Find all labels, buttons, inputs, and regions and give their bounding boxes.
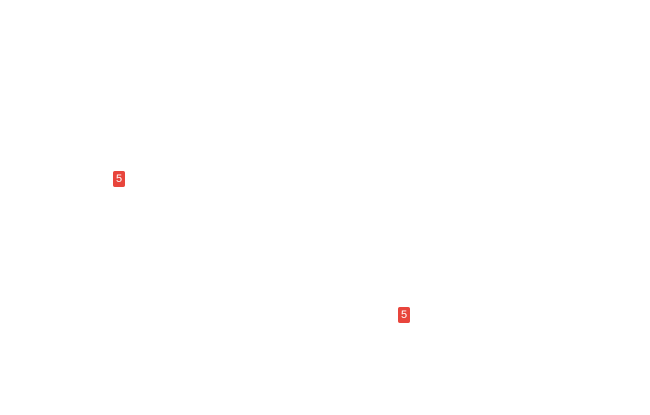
notification-badge: 5: [113, 171, 125, 187]
notification-badge: 5: [398, 307, 410, 323]
